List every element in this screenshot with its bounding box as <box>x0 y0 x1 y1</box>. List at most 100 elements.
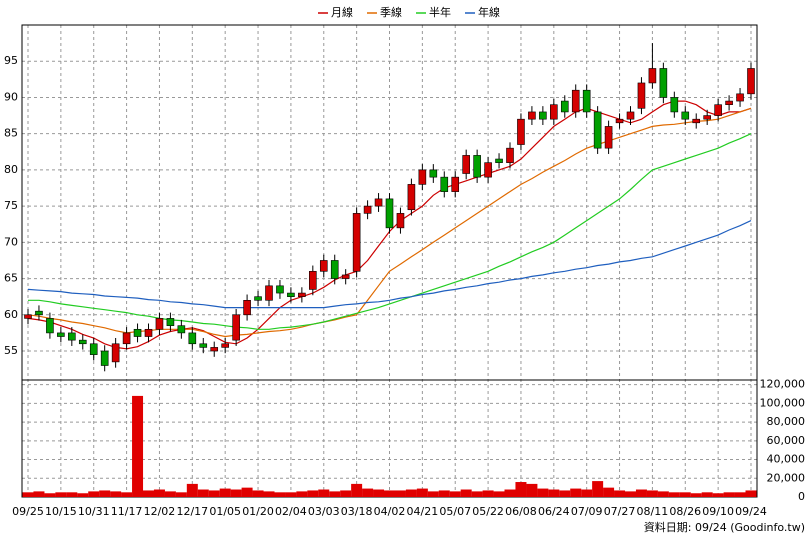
volume-bar <box>416 488 428 497</box>
candle-body <box>363 205 372 214</box>
volume-bar <box>110 491 122 497</box>
candle-body <box>122 332 131 345</box>
volume-bar <box>329 491 341 497</box>
candle-body <box>451 176 460 192</box>
x-tick-label: 07/09 <box>571 505 603 518</box>
y-tick-label: 90 <box>4 90 18 103</box>
volume-bar <box>252 490 264 497</box>
candle-body <box>714 104 722 116</box>
volume-bar <box>745 490 757 497</box>
candle-body <box>604 126 613 149</box>
volume-bar <box>679 492 691 497</box>
x-tick-label: 01/20 <box>242 505 274 518</box>
candle-body <box>396 213 405 229</box>
candle-body <box>670 97 679 113</box>
candle-body <box>232 314 240 341</box>
candle-body <box>648 68 657 84</box>
candle-body <box>298 292 306 297</box>
volume-bar <box>143 490 154 497</box>
x-tick-label: 01/05 <box>209 505 241 518</box>
volume-bar <box>712 493 724 497</box>
candle-body <box>78 339 87 345</box>
candle-body <box>407 184 416 211</box>
candle-body <box>199 343 208 348</box>
candle-body <box>637 82 646 109</box>
candle-body <box>582 89 591 113</box>
candle-body <box>144 328 153 337</box>
volume-bar <box>285 492 297 497</box>
volume-bar <box>99 490 111 497</box>
candle-body <box>254 296 262 301</box>
candle-body <box>692 118 701 124</box>
candle-body <box>615 118 624 124</box>
volume-bar <box>657 491 669 497</box>
candle-body <box>100 350 109 366</box>
candle-body <box>177 325 186 334</box>
x-tick-label: 09/25 <box>12 505 44 518</box>
candle-body <box>341 274 350 279</box>
candle-body <box>429 169 438 178</box>
ma-line <box>28 133 752 330</box>
volume-bar <box>581 489 593 497</box>
candle-body <box>659 68 668 98</box>
candle-body <box>287 292 295 297</box>
candle-body <box>68 332 76 341</box>
volume-bar <box>132 395 144 497</box>
volume-bar <box>734 492 746 497</box>
y-tick-label: 70 <box>4 235 18 248</box>
x-tick-label: 07/27 <box>604 505 636 518</box>
volume-bar <box>55 492 67 497</box>
y-tick-label: 80 <box>4 163 18 176</box>
y2-tick-label: 40,000 <box>767 453 806 466</box>
candle-body <box>495 158 503 163</box>
y-tick-label: 85 <box>4 127 18 140</box>
volume-bar <box>384 490 395 497</box>
volume-bar <box>690 493 702 497</box>
volume-bar <box>153 489 165 497</box>
x-tick-label: 10/31 <box>78 505 110 518</box>
candle-body <box>221 343 229 348</box>
volume-bar <box>471 491 483 497</box>
volume-bar <box>66 492 78 497</box>
y2-tick-label: 60,000 <box>767 434 806 447</box>
candle-body <box>319 260 328 272</box>
legend-label: 半年 <box>429 5 451 19</box>
candle-body <box>374 198 383 207</box>
x-tick-label: 11/17 <box>111 505 143 518</box>
volume-bar <box>427 491 439 497</box>
x-tick-label: 04/02 <box>374 505 406 518</box>
volume-bar <box>614 490 626 497</box>
x-tick-label: 05/07 <box>439 505 471 518</box>
legend-label: 月線 <box>331 5 353 19</box>
y2-tick-label: 20,000 <box>767 471 806 484</box>
x-tick-label: 05/22 <box>472 505 504 518</box>
candle-body <box>484 162 492 178</box>
volume-bar <box>44 493 56 497</box>
ma-line <box>27 220 752 309</box>
y2-tick-label: 100,000 <box>760 396 806 409</box>
volume-bar <box>701 492 713 497</box>
candle-body <box>111 343 120 363</box>
y-tick-label: 60 <box>4 308 18 321</box>
y2-tick-label: 120,000 <box>760 378 806 391</box>
x-tick-label: 08/11 <box>637 505 669 518</box>
volume-bar <box>723 492 735 497</box>
candle-body <box>309 271 317 290</box>
candle-body <box>528 111 536 120</box>
candle-body <box>593 111 602 149</box>
volume-bar <box>504 489 516 497</box>
volume-bar <box>307 490 319 497</box>
candle-body <box>626 111 635 120</box>
volume-bar <box>559 490 571 497</box>
candle-body <box>703 115 711 120</box>
candle-body <box>517 118 525 145</box>
candle-body <box>725 100 733 105</box>
candle-body <box>560 100 569 113</box>
x-tick-label: 12/02 <box>144 505 176 518</box>
volume-bar <box>394 490 406 497</box>
volume-bar <box>625 491 636 497</box>
volume-bar <box>296 491 308 497</box>
x-tick-label: 06/24 <box>538 505 570 518</box>
y2-tick-label: 80,000 <box>767 415 806 428</box>
y-tick-label: 65 <box>4 272 18 285</box>
